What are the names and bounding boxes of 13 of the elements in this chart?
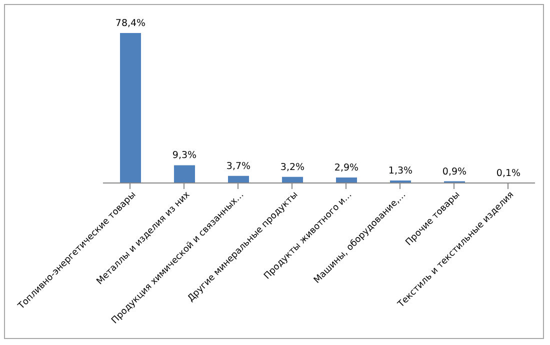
bar [282, 176, 303, 183]
data-label: 3,2% [280, 162, 305, 173]
data-label: 9,3% [172, 150, 197, 162]
data-label: 0,9% [442, 166, 467, 178]
data-label: 3,7% [226, 160, 251, 172]
bar [174, 165, 195, 183]
bar [336, 177, 357, 183]
data-label: 1,3% [388, 166, 413, 177]
data-label: 2,9% [334, 162, 359, 174]
data-label: 0,1% [496, 168, 521, 179]
bar [120, 33, 141, 183]
data-label: 78,4% [115, 18, 146, 29]
bar [228, 176, 249, 183]
